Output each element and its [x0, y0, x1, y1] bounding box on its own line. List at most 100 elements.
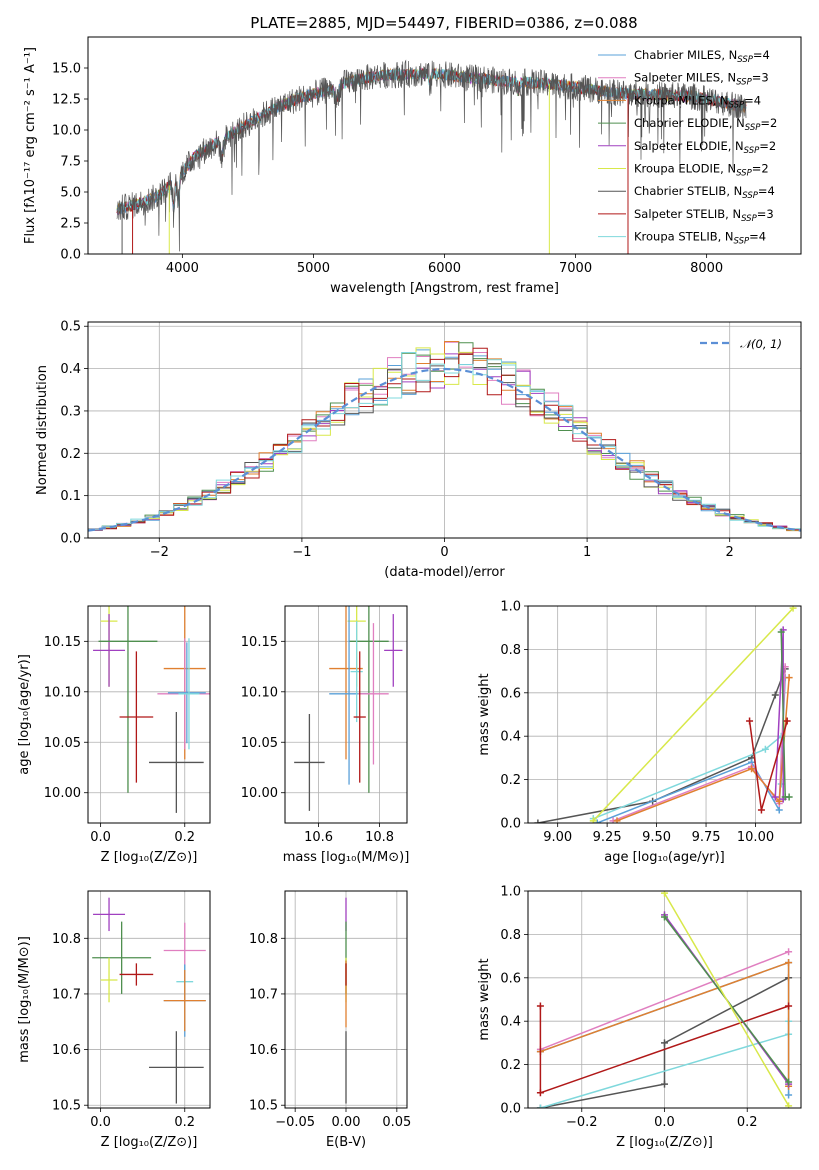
legend-label-eq: =4 — [758, 184, 775, 198]
x-axis-label: Z [log₁₀(Z/Z⊙)] — [616, 1135, 713, 1150]
chart-age_vs_Z: 0.0 0.2 10.00 10.05 10.10 10.15 Z [log₁₀(Z/Z⊙)… — [17, 605, 211, 865]
legend-label-text: Chabrier ELODIE, N — [634, 116, 745, 130]
x-tick-label: 8000 — [690, 261, 723, 276]
weight-line — [537, 668, 786, 823]
y-tick-label: 0.2 — [60, 447, 81, 462]
y-tick-label: 10.5 — [52, 1099, 81, 1114]
legend: 𝒩(0, 1) — [700, 337, 782, 351]
plot-area-spectrum — [116, 59, 747, 254]
weight-line — [540, 977, 789, 1108]
legend-label-sub: SSP — [741, 214, 757, 224]
y-tick-label: 0.3 — [60, 404, 81, 419]
weight-marker — [661, 913, 668, 921]
x-axis-label: (data-model)/error — [384, 565, 505, 580]
legend-label-text: Chabrier STELIB, N — [634, 184, 742, 198]
legend-entry: Kroupa STELIB, NSSP=4 — [598, 230, 766, 247]
x-axis-label: E(B-V) — [326, 1135, 366, 1150]
x-tick-label: 7000 — [559, 261, 592, 276]
legend-label-text: Kroupa ELODIE, N — [634, 162, 736, 176]
y-tick-label: 10.10 — [44, 685, 81, 700]
y-tick-label: 1.0 — [500, 600, 521, 615]
errorbar-point — [149, 711, 204, 813]
errorbar-point — [294, 713, 325, 811]
weight-line — [663, 892, 790, 1107]
y-axis-label: Flux [fλ10⁻¹⁷ erg cm⁻² s⁻¹ A⁻¹] — [23, 47, 38, 244]
weight-series — [534, 665, 789, 823]
weight-series — [593, 674, 789, 823]
x-tick-label: 0.2 — [174, 830, 195, 845]
y-tick-label: 0.0 — [500, 1102, 521, 1117]
errorbar-point — [163, 970, 206, 1032]
chart-weight_vs_age: 9.00 9.25 9.50 9.75 10.00 0.0 0.2 0.4 0.6 0.8 1.0 a… — [477, 600, 802, 865]
y-tick-label: 10.5 — [249, 1099, 278, 1114]
x-tick-label: −2 — [150, 545, 169, 560]
legend-label: Kroupa MILES, NSSP=4 — [634, 93, 761, 110]
y-tick-label: 1.0 — [500, 885, 521, 900]
weight-marker — [536, 1104, 544, 1108]
y-tick-label: 0.4 — [500, 1015, 521, 1030]
legend-entry: Kroupa ELODIE, NSSP=2 — [598, 162, 769, 179]
errorbar-point — [384, 614, 403, 687]
x-axis-label: wavelength [Angstrom, rest frame] — [330, 281, 559, 296]
weight-marker — [785, 948, 793, 956]
axes-frame — [527, 605, 802, 824]
errorbar-point — [178, 638, 200, 750]
y-tick-label: 10.00 — [241, 786, 278, 801]
chart-title: PLATE=2885, MJD=54497, FIBERID=0386, z=0… — [250, 14, 637, 32]
y-tick-label: 0.4 — [500, 730, 521, 745]
weight-series — [609, 663, 789, 823]
y-tick-label: 10.15 — [44, 635, 81, 650]
y-axis-label: mass [log₁₀(M/M⊙)] — [17, 936, 32, 1063]
legend-label: Salpeter STELIB, NSSP=3 — [634, 207, 774, 224]
legend-label-text: Kroupa MILES, N — [634, 93, 729, 107]
errorbar-point — [92, 921, 152, 994]
x-tick-label: 0.0 — [90, 830, 111, 845]
weight-marker — [589, 817, 597, 823]
x-tick-label: −1 — [292, 545, 311, 560]
errorbar-point — [349, 606, 389, 793]
y-tick-label: 0.0 — [500, 817, 521, 832]
x-tick-label: 0.0 — [90, 1115, 111, 1130]
weight-marker — [661, 1039, 668, 1047]
weight-marker — [785, 1102, 793, 1108]
legend-label: Salpeter ELODIE, NSSP=2 — [634, 139, 776, 156]
legend-label-sub: SSP — [736, 78, 752, 88]
errorbar-point — [329, 606, 363, 760]
chart-mass_vs_ebv: −0.05 0.00 0.05 10.5 10.6 10.7 10.8 E(B-V) — [249, 890, 411, 1150]
x-tick-label: 2 — [726, 545, 734, 560]
weight-marker — [771, 793, 779, 801]
observed-spectrum — [116, 59, 747, 252]
y-axis-label: Normed distribution — [35, 365, 50, 495]
y-tick-label: 10.7 — [249, 987, 278, 1002]
axes-frame — [87, 890, 211, 1109]
legend-label-eq: =4 — [744, 93, 761, 107]
errorbar-point — [100, 957, 118, 1003]
weight-marker — [771, 691, 779, 699]
weight-line — [540, 951, 789, 1051]
legend-label-text: Salpeter ELODIE, N — [634, 139, 744, 153]
y-axis-label: mass weight — [477, 958, 492, 1040]
y-tick-label: 10.8 — [249, 932, 278, 947]
y-tick-label: 15.0 — [52, 62, 81, 77]
x-axis-label: Z [log₁₀(Z/Z⊙)] — [101, 1135, 198, 1150]
errorbar-point — [93, 614, 126, 687]
y-tick-label: 0.6 — [500, 971, 521, 986]
y-tick-label: 10.15 — [241, 635, 278, 650]
weight-series — [777, 628, 793, 801]
y-tick-label: 0.0 — [60, 532, 81, 547]
legend-label-sub: SSP — [736, 169, 752, 179]
x-tick-label: 9.00 — [543, 830, 572, 845]
y-tick-label: 5.0 — [60, 186, 81, 201]
x-tick-label: 0 — [440, 545, 448, 560]
y-tick-label: 0.0 — [60, 248, 81, 263]
weight-line — [592, 607, 794, 822]
y-tick-label: 12.5 — [52, 93, 81, 108]
weight-marker — [613, 817, 621, 823]
y-tick-label: 7.5 — [60, 155, 81, 170]
plot-area-mass_vs_Z — [92, 897, 206, 1104]
legend-label-eq: =4 — [749, 230, 766, 244]
chart-mass_vs_Z: 0.0 0.2 10.5 10.6 10.7 10.8 Z [log₁₀(Z/Z⊙)] mas… — [17, 890, 211, 1150]
y-tick-label: 0.8 — [500, 643, 521, 658]
chart-spectrum: 4000 5000 6000 7000 8000 0.0 2.5 5.0 7.5 10.0 12.5… — [23, 14, 802, 296]
legend-label-sub: SSP — [734, 237, 750, 247]
